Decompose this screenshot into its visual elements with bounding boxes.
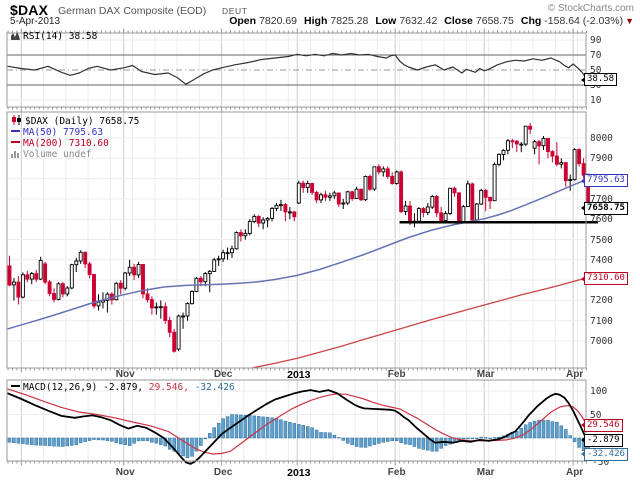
ohlc-stats: Open 7820.69 High 7825.28 Low 7632.42 Close 765… (222, 15, 514, 27)
macd-histogram (7, 414, 590, 458)
rsi-legend-label: RSI(14) 38.58 (23, 31, 98, 42)
ma50-legend-label: MA(50) 7795.63 (23, 126, 104, 138)
histogram-value: -32.426 (194, 382, 235, 393)
macd-axis-label: 100 (590, 386, 608, 397)
rsi-line (7, 52, 588, 85)
price-axis-label: 7200 (590, 295, 613, 307)
price-axis-label: 7100 (590, 315, 613, 327)
month-label-top-Apr: Apr (565, 369, 584, 381)
price-axis-label: 7600 (590, 214, 613, 226)
price-legend-label: $DAX (Daily) 7658.75 (25, 116, 140, 127)
ma200-legend: MA(200) 7310.60 (11, 138, 109, 149)
month-label-bottom-Mar: Mar (476, 467, 495, 479)
month-label-bottom-Nov: Nov (115, 467, 135, 479)
candlestick-series (7, 122, 590, 353)
stat-label: Close (444, 15, 473, 27)
month-label-bottom-Dec: Dec (213, 467, 233, 479)
exchange-tag: DEUT (222, 6, 248, 16)
value-box-7795.63: 7795.63 (581, 174, 628, 187)
rsi-axis-label: 70 (590, 50, 602, 61)
chart-date: 5-Apr-2013 (10, 16, 61, 27)
quote-row: Open 7820.69 High 7825.28 Low 7632.42 Close 765… (222, 15, 634, 27)
rsi-axis-label: 10 (590, 95, 602, 106)
month-label-bottom-Feb: Feb (387, 467, 406, 479)
ticker-symbol: $DAX (10, 2, 49, 18)
stat-label: Low (375, 15, 397, 27)
ma50-line-icon (11, 129, 20, 132)
copyright: © StockCharts.com (547, 3, 634, 14)
area-chart-icon (11, 31, 20, 43)
ma200-line (252, 277, 588, 369)
stat-value: 7820.69 (259, 15, 298, 27)
price-axis-label: 7400 (590, 254, 613, 266)
price-axis-label: 8000 (590, 133, 613, 144)
down-triangle-icon: ▼ (625, 16, 634, 26)
month-label-top-2013: 2013 (287, 369, 311, 382)
chg-label: Chg (520, 15, 542, 27)
rsi-legend: RSI(14) 38.58 (11, 31, 97, 43)
panel-borders (6, 32, 587, 462)
macd-line-icon (11, 385, 20, 387)
chg-value: -158.64 (-2.03%) (544, 15, 624, 27)
price-axis-label: 7000 (590, 336, 613, 347)
volume-legend-label: Volume undef (23, 148, 92, 160)
ma50-legend: MA(50) 7795.63 (11, 127, 103, 138)
signal-value: 29.546, (148, 382, 189, 393)
horizontal-gridlines (7, 39, 586, 462)
rsi-band-lines (7, 54, 586, 86)
signal-line (7, 388, 588, 455)
rsi-axis-label: 90 (590, 35, 602, 46)
month-label-top-Feb: Feb (387, 369, 406, 381)
stat-value: 7825.28 (330, 15, 369, 27)
value-box--2.879: -2.879 (581, 433, 623, 447)
instrument-name: German DAX Composite (EOD) (58, 5, 207, 17)
month-label-top-Nov: Nov (115, 369, 135, 381)
ma200-line-icon (11, 140, 20, 143)
ma50-line (7, 178, 588, 330)
month-label-bottom-Apr: Apr (565, 467, 584, 479)
stat-value: 7658.75 (475, 15, 514, 27)
stat-label: High (304, 15, 328, 27)
vertical-gridlines (20, 33, 579, 461)
volume-bars-icon (11, 150, 20, 161)
macd-value: -2.879, (103, 382, 144, 393)
macd-axis-label: -50 (592, 456, 610, 468)
stat-value: 7632.42 (399, 15, 438, 27)
macd-legend-name: MACD(12,26,9) (23, 382, 98, 393)
stat-label: Open (229, 15, 257, 27)
value-box-38.58: 38.58 (580, 73, 618, 87)
month-label-bottom-2013: 2013 (287, 467, 311, 480)
volume-legend: Volume undef (11, 149, 92, 161)
macd-line (7, 389, 588, 465)
price-axis-label: 7900 (590, 153, 613, 165)
ma200-legend-label: MA(200) 7310.60 (23, 137, 109, 149)
rsi-axis-label: 50 (590, 65, 602, 76)
candlestick-icon (11, 115, 22, 128)
macd-axis-label: 50 (590, 409, 602, 421)
month-label-top-Mar: Mar (476, 369, 495, 381)
month-label-top-Dec: Dec (213, 369, 233, 381)
value-box-7658.75: 7658.75 (581, 201, 628, 215)
price-axis-label: 7500 (590, 234, 613, 246)
value-box-29.546: 29.546 (581, 418, 623, 432)
macd-legend: MACD(12,26,9) -2.879, 29.546, -32.426 (11, 382, 235, 393)
price-axis-label: 7700 (590, 193, 613, 205)
value-box-7310.60: 7310.60 (581, 272, 628, 286)
price-legend: $DAX (Daily) 7658.75 (11, 115, 139, 128)
value-box--32.426: -32.426 (581, 447, 628, 461)
